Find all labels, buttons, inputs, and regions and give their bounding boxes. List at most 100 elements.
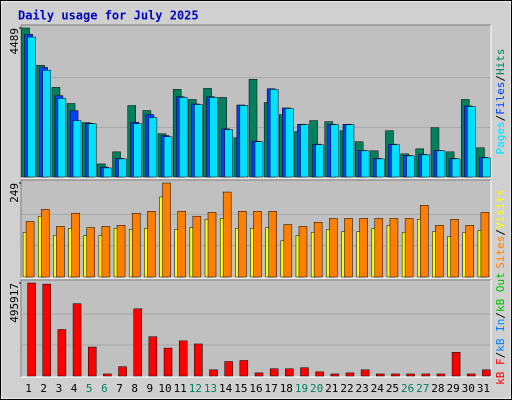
bar [131,212,141,278]
bar [25,221,35,278]
bar [359,218,368,278]
x-tick-label: 18 [280,382,293,395]
plot-bevel [21,280,492,378]
plot-area [21,280,491,377]
legend-entry: Visits [494,189,507,229]
legend-separator: / [494,229,507,236]
x-tick-label: 26 [401,382,414,395]
bar [40,209,50,278]
bar [329,218,338,278]
bar [268,211,277,278]
bar [330,124,340,178]
x-tick-label: 10 [158,382,171,395]
bar [313,222,323,278]
bar [133,123,142,178]
x-tick-label: 11 [174,382,187,395]
bar [480,212,490,278]
bar [103,373,112,377]
bar [101,226,111,278]
x-tick-label: 2 [40,382,47,395]
chart-title: Daily usage for July 2025 [18,9,199,23]
plot-bevel [20,179,491,278]
bar [374,218,384,278]
legend-separator: / [494,75,507,82]
y-tick-label: 4489 [8,28,21,55]
bar [27,282,36,377]
legend-entry: kB F [494,358,507,385]
bar [209,97,218,178]
x-tick-label: 4 [71,382,78,395]
bar [177,211,186,278]
bar [72,120,82,178]
x-tick-label: 27 [416,382,429,395]
legend-entry: kB Out [494,272,507,312]
bar [315,371,324,377]
bar [192,215,202,278]
x-tick-label: 1 [25,382,32,395]
legend-entry: Hits [494,49,507,76]
bar [27,36,36,178]
bar [391,144,400,178]
bar [315,144,324,178]
bar [103,167,112,178]
legend: Sites/Visits [494,189,507,269]
bar [87,123,97,178]
legend: Pages/Files/Hits [494,49,507,155]
bar [162,182,171,278]
bar [406,155,415,178]
bar [376,373,385,377]
bar [421,154,431,178]
x-tick-label: 17 [265,382,278,395]
bar [148,336,158,377]
x-tick-label: 8 [131,382,138,395]
plot-bevel [21,25,492,179]
bar [283,224,293,278]
bar [178,97,188,178]
bar [482,369,491,377]
bar [224,129,233,178]
bar [330,373,340,377]
x-tick-label: 30 [462,382,475,395]
x-tick-label: 3 [56,382,63,395]
bar [254,141,264,178]
bar [360,369,370,377]
bar [269,368,279,377]
bar [71,212,80,278]
y-tick-label: 495917 [8,283,21,323]
bar [421,373,431,377]
bar [269,89,279,178]
x-tick-label: 13 [204,382,217,395]
bar [86,227,95,278]
bar [465,225,475,278]
x-tick-label: 7 [116,382,123,395]
bar [451,352,461,377]
bar [436,373,446,377]
bar [285,368,294,377]
bar [57,98,67,178]
x-tick-label: 29 [446,382,459,395]
bar [194,343,203,377]
bar [482,157,491,178]
y-tick-label: 249 [8,183,21,203]
legend-separator: / [494,352,507,359]
bar [163,347,173,377]
x-tick-label: 25 [386,382,399,395]
bar [178,340,188,377]
bar [118,366,127,377]
bar [224,361,233,377]
bar [239,105,249,178]
bar [207,212,217,278]
bar [467,106,476,178]
x-tick-label: 22 [340,382,353,395]
x-tick-label: 5 [86,382,93,395]
bar [345,124,355,178]
bar [253,211,262,278]
bar [42,283,51,377]
x-tick-label: 24 [371,382,385,395]
plot-bevel [21,180,492,279]
x-tick-label: 9 [147,382,154,395]
bar [72,303,82,377]
bar [406,373,415,377]
x-tick-label: 14 [219,382,233,395]
